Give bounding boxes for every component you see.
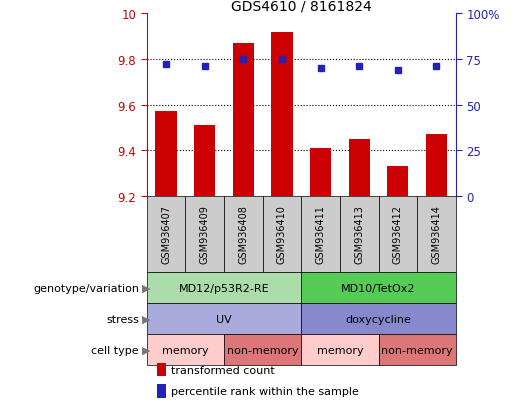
Bar xyxy=(156,112,177,196)
Text: percentile rank within the sample: percentile rank within the sample xyxy=(171,386,359,396)
Text: memory: memory xyxy=(162,345,209,355)
Bar xyxy=(426,135,447,196)
Text: doxycycline: doxycycline xyxy=(346,314,411,324)
Text: GSM936411: GSM936411 xyxy=(316,205,325,264)
Bar xyxy=(387,166,408,196)
Text: GSM936410: GSM936410 xyxy=(277,205,287,264)
Text: MD12/p53R2-RE: MD12/p53R2-RE xyxy=(179,283,269,293)
Text: ▶: ▶ xyxy=(142,283,150,293)
Text: genotype/variation: genotype/variation xyxy=(33,283,139,293)
Text: MD10/TetOx2: MD10/TetOx2 xyxy=(341,283,416,293)
Text: ▶: ▶ xyxy=(142,314,150,324)
Bar xyxy=(194,126,215,196)
Bar xyxy=(271,33,293,196)
Bar xyxy=(310,148,331,196)
Text: GSM936407: GSM936407 xyxy=(161,205,171,264)
Title: GDS4610 / 8161824: GDS4610 / 8161824 xyxy=(231,0,372,13)
Text: non-memory: non-memory xyxy=(381,345,453,355)
Text: cell type: cell type xyxy=(92,345,139,355)
Text: non-memory: non-memory xyxy=(227,345,299,355)
Text: transformed count: transformed count xyxy=(171,365,275,375)
Text: ▶: ▶ xyxy=(142,345,150,355)
Text: GSM936408: GSM936408 xyxy=(238,205,248,264)
Text: GSM936413: GSM936413 xyxy=(354,205,364,264)
Text: memory: memory xyxy=(317,345,363,355)
Text: GSM936414: GSM936414 xyxy=(432,205,441,264)
Text: GSM936412: GSM936412 xyxy=(393,205,403,264)
Bar xyxy=(233,44,254,196)
Text: UV: UV xyxy=(216,314,232,324)
Text: GSM936409: GSM936409 xyxy=(200,205,210,264)
Text: stress: stress xyxy=(106,314,139,324)
Bar xyxy=(349,140,370,196)
